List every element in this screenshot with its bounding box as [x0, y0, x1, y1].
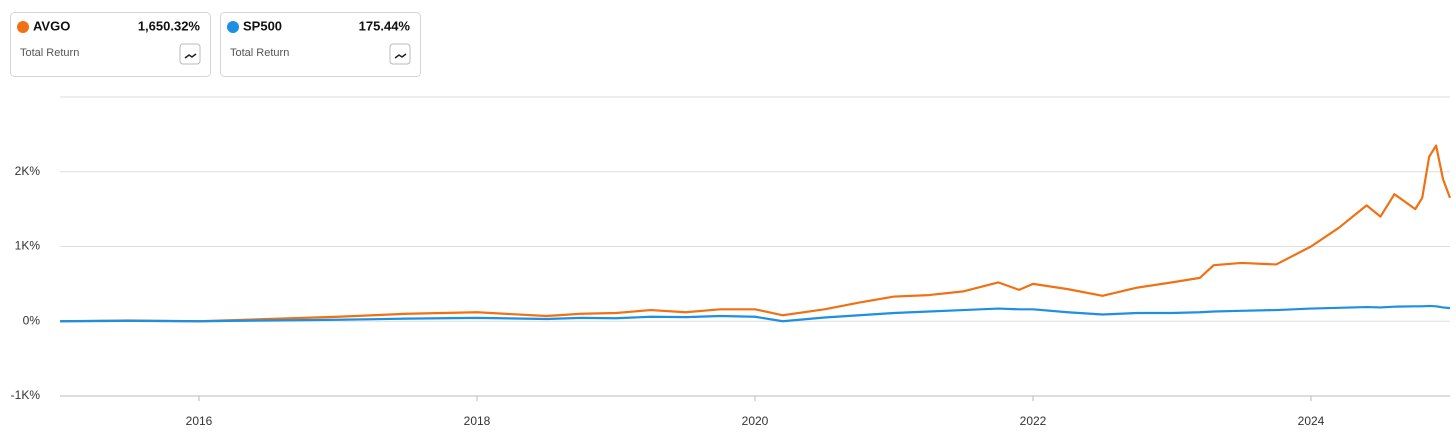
legend-value: 1,650.32% — [138, 18, 201, 33]
x-tick-label: 2018 — [464, 414, 491, 428]
legend-button[interactable] — [389, 43, 411, 65]
legend-name: SP500 — [243, 18, 282, 33]
legend-sublabel: Total Return — [20, 47, 79, 59]
legend-value: 175.44% — [359, 18, 411, 33]
x-tick-label: 2020 — [742, 414, 769, 428]
legend-name: AVGO — [33, 18, 70, 33]
y-tick-label: 0% — [23, 313, 41, 327]
legend-swatch — [227, 21, 239, 33]
x-tick-label: 2016 — [186, 414, 213, 428]
legend-button-icon — [184, 53, 197, 59]
x-tick-label: 2022 — [1020, 414, 1047, 428]
y-tick-label: 1K% — [15, 239, 41, 253]
series-line — [59, 304, 1451, 323]
x-tick-label: 2024 — [1298, 414, 1325, 428]
legend-swatch — [17, 21, 29, 33]
legend-card — [220, 12, 421, 77]
series-line — [59, 144, 1452, 323]
y-tick-label: 2K% — [15, 164, 41, 178]
legend-sublabel: Total Return — [230, 47, 289, 59]
y-tick-label: -1K% — [11, 388, 41, 402]
legend-button-icon — [394, 53, 407, 59]
legend-card — [10, 12, 211, 77]
legend-button[interactable] — [179, 43, 201, 65]
